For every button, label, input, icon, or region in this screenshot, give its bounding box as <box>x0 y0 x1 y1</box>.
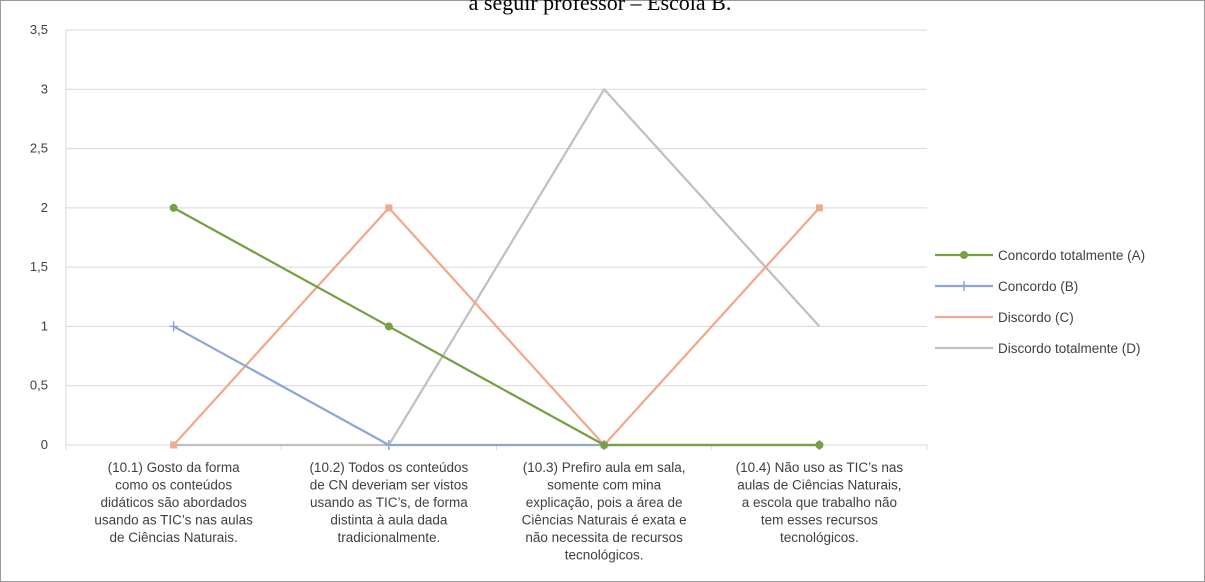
y-tick-label: 1 <box>41 318 48 333</box>
x-category-label: (10.4) Não uso as TIC’s nas aulas de Ciên… <box>736 460 904 545</box>
x-axis-category-labels: (10.1) Gosto da forma como os conteúdos di… <box>94 460 903 563</box>
y-tick-label: 0,5 <box>30 378 48 393</box>
data-point <box>384 440 393 450</box>
legend-label: Discordo totalmente (D) <box>998 341 1141 356</box>
legend-marker <box>960 281 968 291</box>
y-tick-label: 3 <box>41 81 48 96</box>
y-tick-label: 3,5 <box>30 22 48 37</box>
x-category-label: (10.1) Gosto da forma como os conteúdos di… <box>94 460 253 545</box>
data-point <box>815 204 823 212</box>
legend-entry: Discordo (C) <box>935 310 1074 325</box>
series-lines <box>169 88 824 450</box>
legend-entry: Concordo (B) <box>935 279 1078 294</box>
series-line <box>172 206 821 447</box>
data-point <box>384 322 393 331</box>
data-point <box>169 203 178 212</box>
legend-entry: Discordo totalmente (D) <box>935 341 1141 356</box>
legend-marker <box>960 251 968 259</box>
y-tick-label: 2 <box>41 200 48 215</box>
gridlines <box>66 29 927 387</box>
chart-title: a seguir professor – Escola B. <box>469 0 732 15</box>
legend: Concordo totalmente (A) Concordo (B) Disco… <box>935 248 1145 356</box>
data-point <box>169 321 178 332</box>
y-axis-tick-labels: 0 0,5 1 1,5 2 2,5 3 3,5 <box>30 22 48 452</box>
series-line <box>173 206 820 447</box>
legend-entry: Concordo totalmente (A) <box>935 248 1145 263</box>
x-category-label: (10.2) Todos os conteúdos de CN deveriam … <box>309 460 468 545</box>
legend-label: Concordo totalmente (A) <box>998 248 1145 263</box>
x-category-label: (10.3) Prefiro aula em sala, somente com … <box>522 460 687 563</box>
series-line <box>173 88 821 447</box>
legend-label: Concordo (B) <box>998 279 1078 294</box>
legend-label: Discordo (C) <box>998 310 1074 325</box>
y-tick-label: 0 <box>41 437 48 452</box>
data-point <box>170 441 178 449</box>
data-point <box>385 204 393 212</box>
data-point <box>815 441 824 449</box>
y-tick-label: 1,5 <box>30 259 48 274</box>
y-tick-label: 2,5 <box>30 141 48 156</box>
data-point <box>600 441 609 449</box>
